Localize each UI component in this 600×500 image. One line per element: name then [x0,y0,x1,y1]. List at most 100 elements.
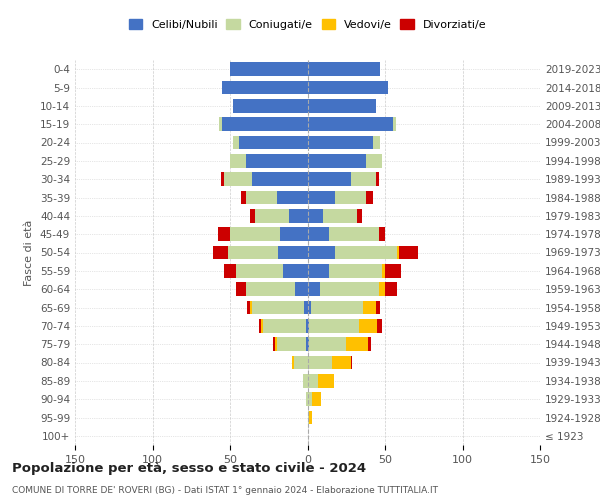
Bar [224,264,236,278]
Bar [250,300,252,314]
Bar [274,338,275,351]
Bar [309,338,346,351]
Bar [245,282,295,296]
Bar [233,136,239,149]
Bar [377,319,382,332]
Bar [259,319,261,332]
Bar [308,300,311,314]
Bar [308,209,323,222]
Bar [308,392,312,406]
Text: Popolazione per età, sesso e stato civile - 2024: Popolazione per età, sesso e stato civil… [12,462,366,475]
Bar [222,118,308,131]
Bar [308,172,351,186]
Bar [319,374,334,388]
Bar [245,190,277,204]
Bar [309,319,359,332]
Bar [219,118,222,131]
Bar [277,338,306,351]
Bar [308,410,309,424]
Bar [379,228,385,241]
Bar [306,319,308,332]
Bar [308,190,335,204]
Bar [308,338,309,351]
Bar [351,356,352,370]
Bar [261,319,263,332]
Bar [373,136,380,149]
Text: COMUNE DI TORRE DE' ROVERI (BG) - Dati ISTAT 1° gennaio 2024 - Elaborazione TUTT: COMUNE DI TORRE DE' ROVERI (BG) - Dati I… [12,486,438,495]
Bar [263,319,306,332]
Bar [278,246,308,260]
Bar [359,319,377,332]
Bar [308,246,335,260]
Bar [230,154,245,168]
Bar [308,154,367,168]
Bar [252,300,304,314]
Bar [311,300,364,314]
Bar [367,190,373,204]
Bar [283,264,308,278]
Bar [236,282,245,296]
Bar [252,172,308,186]
Bar [399,246,418,260]
Bar [221,172,224,186]
Bar [308,80,388,94]
Bar [239,136,308,149]
Bar [292,356,293,370]
Bar [241,190,245,204]
Bar [308,136,373,149]
Bar [379,282,385,296]
Legend: Celibi/Nubili, Coniugati/e, Vedovi/e, Divorziati/e: Celibi/Nubili, Coniugati/e, Vedovi/e, Di… [125,16,490,33]
Bar [306,338,308,351]
Bar [233,99,308,112]
Bar [308,228,329,241]
Bar [367,154,382,168]
Bar [218,228,230,241]
Bar [230,62,308,76]
Bar [303,374,308,388]
Bar [308,118,393,131]
Bar [335,190,367,204]
Bar [397,246,399,260]
Bar [289,209,308,222]
Bar [376,300,380,314]
Bar [293,356,308,370]
Bar [312,392,322,406]
Bar [250,209,255,222]
Bar [385,282,397,296]
Bar [308,282,320,296]
Bar [357,209,362,222]
Bar [368,338,371,351]
Bar [245,154,308,168]
Bar [308,99,376,112]
Bar [382,264,385,278]
Bar [329,228,379,241]
Bar [236,264,283,278]
Bar [224,172,252,186]
Bar [275,338,277,351]
Bar [364,300,376,314]
Bar [277,190,308,204]
Bar [346,338,368,351]
Bar [308,62,380,76]
Bar [229,246,278,260]
Bar [335,246,397,260]
Bar [308,264,329,278]
Bar [393,118,396,131]
Bar [308,356,332,370]
Bar [320,282,379,296]
Bar [230,228,280,241]
Bar [306,392,308,406]
Bar [255,209,289,222]
Bar [308,374,319,388]
Y-axis label: Fasce di età: Fasce di età [25,220,34,286]
Bar [280,228,308,241]
Bar [213,246,229,260]
Bar [304,300,308,314]
Bar [332,356,351,370]
Bar [308,319,309,332]
Bar [329,264,382,278]
Bar [247,300,250,314]
Bar [385,264,401,278]
Bar [376,172,379,186]
Bar [309,410,312,424]
